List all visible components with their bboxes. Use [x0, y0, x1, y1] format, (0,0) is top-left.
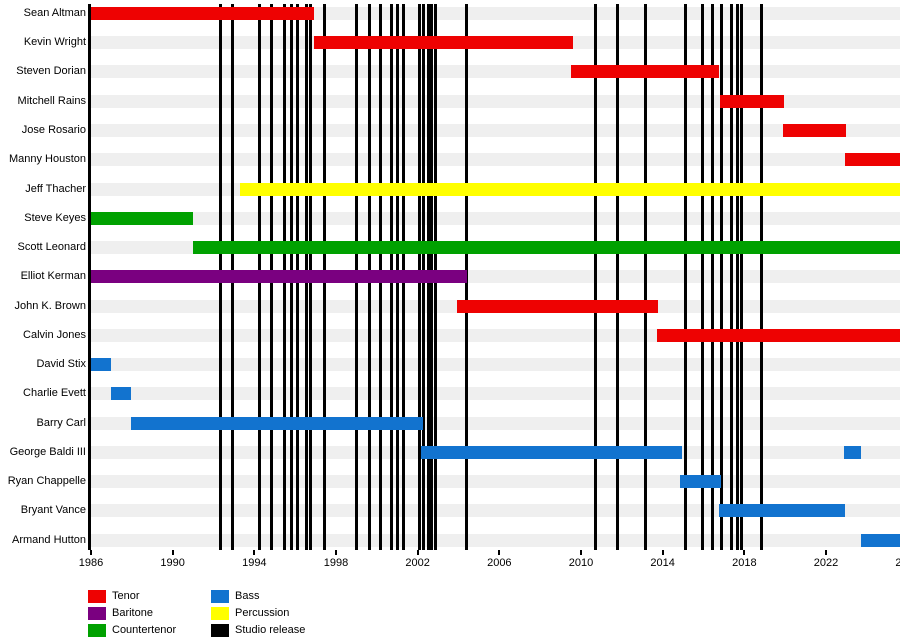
legend-label-tenor: Tenor	[112, 590, 140, 602]
axis-tick-label: 2014	[650, 557, 675, 569]
axis-tick-label: 2022	[813, 557, 839, 569]
member-tenure-bar	[110, 387, 131, 401]
row-track	[91, 387, 900, 401]
member-tenure-bar	[420, 445, 683, 459]
member-tenure-bar	[313, 36, 573, 50]
member-label: Sean Altman	[23, 6, 86, 19]
studio-release-line	[465, 4, 469, 550]
studio-release-line	[594, 4, 598, 550]
legend-label-percussion: Percussion	[235, 607, 290, 619]
row-track	[91, 123, 900, 137]
member-label: David Stix	[36, 358, 86, 371]
axis-tick	[416, 550, 419, 555]
member-label: Scott Leonard	[17, 241, 87, 254]
legend-swatch-studio	[211, 624, 229, 637]
axis-tick	[171, 550, 174, 555]
member-label: Steven Dorian	[16, 65, 86, 78]
member-label: Calvin Jones	[23, 328, 86, 341]
member-tenure-bar	[783, 123, 847, 137]
row-track	[91, 211, 900, 225]
member-tenure-bar	[91, 358, 111, 372]
member-label: Steve Keyes	[24, 211, 86, 224]
member-tenure-bar	[240, 182, 900, 196]
member-tenure-bar	[860, 533, 900, 547]
member-label: Manny Houston	[8, 153, 86, 166]
member-tenure-bar	[91, 6, 314, 20]
row-track	[91, 153, 900, 167]
member-tenure-bar	[570, 65, 719, 79]
member-tenure-bar	[719, 504, 845, 518]
axis-tick-label: 2010	[568, 557, 594, 569]
studio-release-line	[759, 4, 763, 550]
axis-tick-label: 1998	[323, 557, 349, 569]
row-track	[91, 475, 900, 489]
member-label: Barry Carl	[36, 416, 86, 429]
member-tenure-bar	[91, 211, 194, 225]
legend-swatch-bass	[211, 590, 229, 603]
studio-release-line	[684, 4, 688, 550]
axis-tick	[825, 550, 827, 555]
axis-tick	[580, 550, 582, 555]
studio-release-line	[729, 4, 733, 550]
axis-tick-label: 1986	[78, 557, 104, 569]
axis-tick-label: 2018	[732, 557, 757, 569]
member-label: Jose Rosario	[21, 123, 86, 136]
axis-tick-label: 2026	[895, 557, 900, 569]
row-track	[91, 65, 900, 79]
y-axis-line	[88, 4, 91, 550]
member-label: George Baldi III	[9, 445, 86, 458]
legend-label-bass: Bass	[235, 590, 260, 602]
member-label: Bryant Vance	[20, 504, 86, 517]
member-label: Armand Hutton	[12, 533, 86, 546]
studio-release-line	[644, 4, 648, 550]
member-tenure-bar	[680, 475, 722, 489]
studio-release-line	[616, 4, 620, 550]
axis-tick	[661, 550, 664, 555]
member-tenure-bar	[130, 416, 423, 430]
axis-tick	[90, 550, 92, 555]
member-tenure-bar	[457, 299, 658, 313]
axis-tick-label: 2006	[487, 557, 512, 569]
member-label: John K. Brown	[14, 299, 86, 312]
legend-swatch-baritone	[88, 607, 106, 620]
axis-tick-label: 2002	[405, 557, 430, 569]
member-label: Elliot Kerman	[20, 270, 86, 283]
member-tenure-bar	[193, 241, 900, 255]
member-label: Charlie Evett	[23, 387, 86, 400]
legend-label-studio: Studio release	[235, 624, 306, 636]
legend-swatch-tenor	[88, 590, 106, 603]
axis-tick-label: 1990	[160, 557, 185, 569]
studio-release-line	[736, 4, 740, 550]
member-label: Kevin Wright	[23, 36, 86, 49]
axis-tick	[743, 550, 746, 555]
axis-tick-label: 1994	[242, 557, 267, 569]
legend-swatch-countertenor	[88, 624, 106, 637]
studio-release-line	[710, 4, 714, 550]
axis-tick	[498, 550, 501, 555]
axis-tick	[253, 550, 256, 555]
member-tenure-bar	[656, 328, 900, 342]
legend-swatch-percussion	[211, 607, 229, 620]
row-track	[91, 533, 900, 547]
member-label: Mitchell Rains	[17, 94, 86, 107]
member-label: Jeff Thacher	[25, 182, 86, 195]
studio-release-line	[719, 4, 723, 550]
row-track	[91, 358, 900, 372]
studio-release-line	[739, 4, 743, 550]
legend-label-baritone: Baritone	[112, 607, 153, 619]
member-tenure-bar	[843, 445, 861, 459]
axis-tick	[335, 550, 337, 555]
member-tenure-bar	[719, 94, 784, 108]
legend-label-countertenor: Countertenor	[112, 624, 177, 636]
studio-release-line	[700, 4, 704, 550]
member-tenure-bar	[845, 153, 900, 167]
member-tenure-bar	[91, 270, 467, 284]
member-label: Ryan Chappelle	[7, 475, 86, 488]
